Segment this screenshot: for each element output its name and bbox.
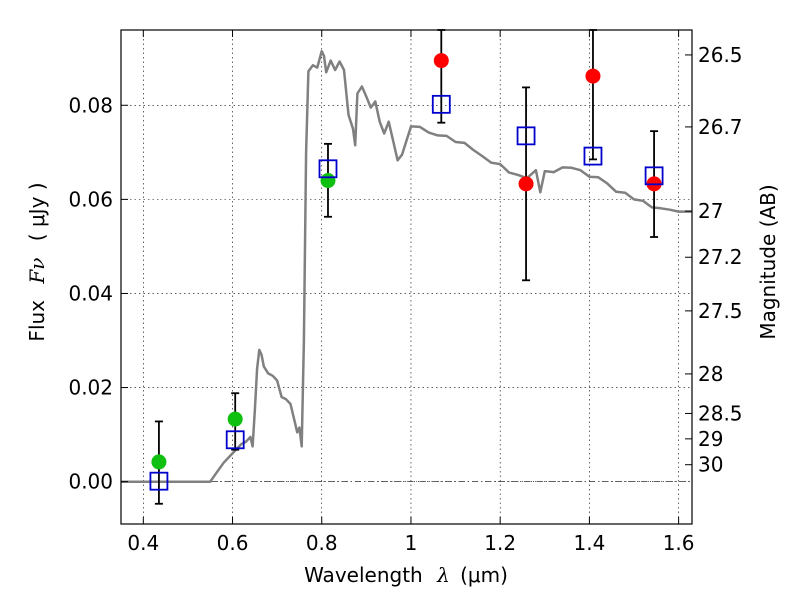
y2-tick-label: 29 [698,427,723,451]
y2-tick-label: 30 [698,453,723,477]
y2-tick-label: 27.5 [698,299,743,323]
y-tick-label: 0.06 [68,187,113,211]
data-point-square [225,430,245,450]
data-point [151,454,167,470]
y-tick-label: 0.04 [68,281,113,305]
x-tick-label: 1 [405,531,418,555]
data-point-square [583,146,603,166]
x-tick-label: 1.6 [663,531,695,555]
x-tick-label: 0.8 [306,531,338,555]
x-tick-label: 0.6 [217,531,249,555]
data-point-square [318,159,338,179]
y2-axis-label: Magnitude (AB) [756,184,780,339]
x-tick-label: 0.4 [127,531,159,555]
y2-tick-label: 28.5 [698,401,743,425]
y-tick-label: 0.02 [68,376,113,400]
model-spectrum [121,49,692,483]
x-axis-label: Wavelength λ (μm) [304,563,508,587]
data-point-square [149,471,169,491]
x-tick-label: 1.2 [484,531,516,555]
data-point [433,53,449,69]
y-tick-label: 0.00 [68,470,113,494]
data-point [585,68,601,84]
data-point-square [431,94,451,114]
y2-tick-label: 27.2 [698,245,743,269]
x-axis-ticks: 0.4 0.6 0.8 1 1.2 1.4 1.6 [127,30,695,555]
y2-tick-label: 27 [698,199,723,223]
plot-frame [120,29,693,525]
x-tick-label: 1.4 [573,531,605,555]
model-spectrum-line [121,49,692,483]
y-axis-label: Flux Fν ( μJy ) [25,182,49,341]
error-bars [154,29,659,505]
y2-tick-label: 28 [698,362,723,386]
y2-tick-label: 26.5 [698,43,743,67]
data-point [227,411,243,427]
y-tick-label: 0.08 [68,93,113,117]
y-axis-ticks: 0.00 0.02 0.04 0.06 0.08 [68,93,128,494]
data-point [320,173,336,189]
y2-tick-label: 26.7 [698,115,743,139]
data-point-square [516,126,536,146]
data-point-square [644,166,664,186]
photometry-points [149,53,664,491]
data-point [518,176,534,192]
